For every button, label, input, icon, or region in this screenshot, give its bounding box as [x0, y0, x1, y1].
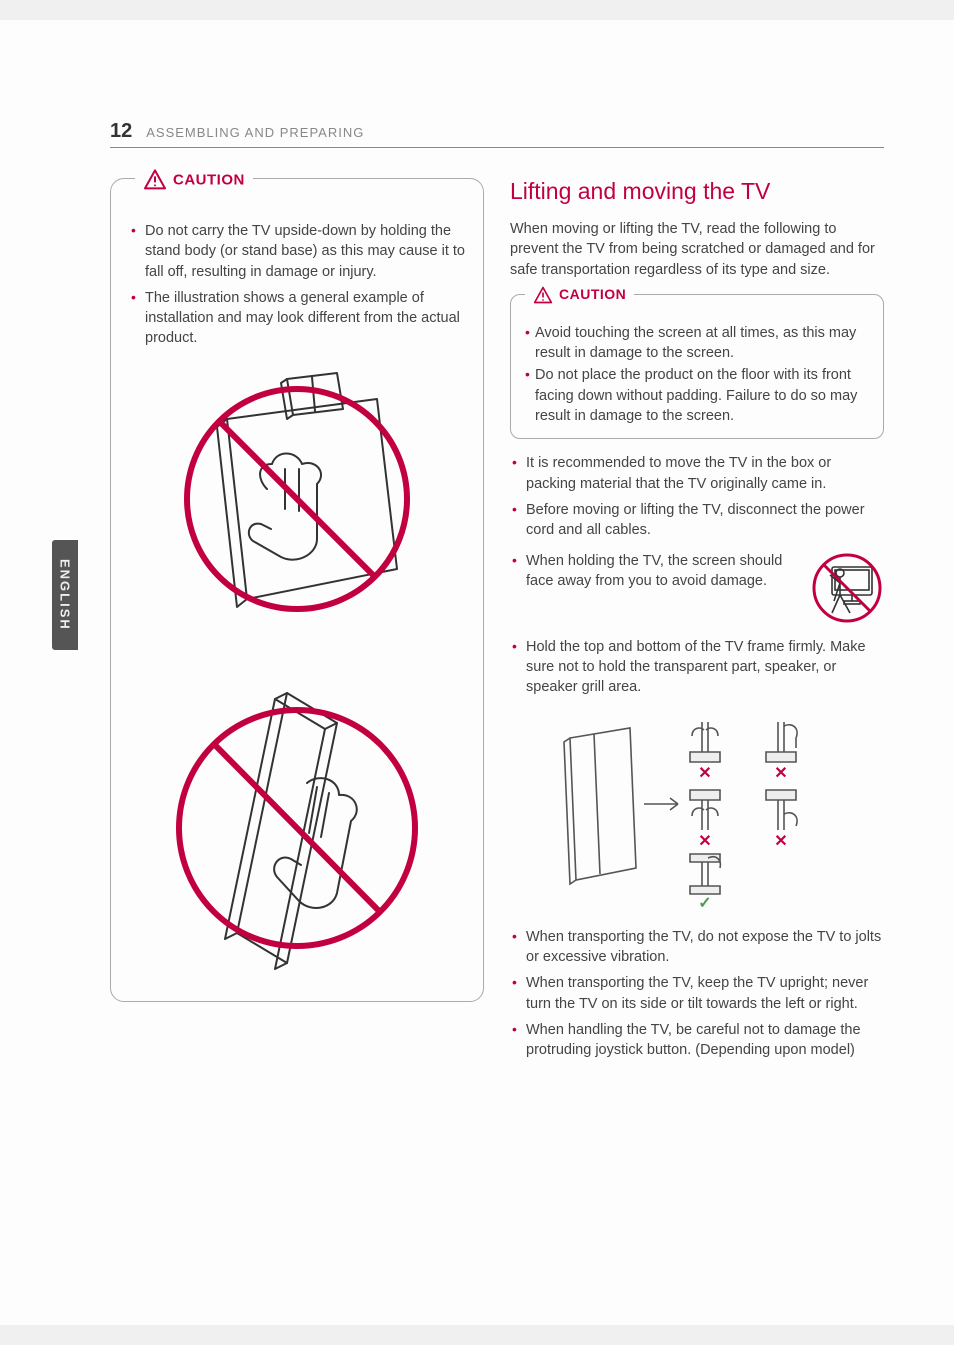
caution-box-right: CAUTION Avoid touching the screen at all…: [510, 294, 884, 439]
bullets-group-b: When transporting the TV, do not expose …: [510, 927, 884, 1061]
bullet-item: Hold the top and bottom of the TV frame …: [510, 637, 884, 698]
bullets-frame: Hold the top and bottom of the TV frame …: [510, 637, 884, 698]
left-column: CAUTION Do not carry the TV upside-down …: [110, 178, 484, 1067]
page-header: 12 ASSEMBLING AND PREPARING: [110, 120, 884, 148]
caution-bullets-right: Avoid touching the screen at all times, …: [523, 323, 871, 426]
content-columns: CAUTION Do not carry the TV upside-down …: [110, 178, 884, 1067]
heading-lifting: Lifting and moving the TV: [510, 178, 884, 205]
warning-triangle-icon: [143, 167, 167, 191]
bullet-item: When holding the TV, the screen should f…: [510, 551, 884, 631]
right-column: Lifting and moving the TV When moving or…: [510, 178, 884, 1067]
prohibit-diagram-1: [167, 369, 427, 659]
language-tab: ENGLISH: [52, 540, 78, 650]
bullet-item: When transporting the TV, do not expose …: [510, 927, 884, 968]
svg-text:✓: ✓: [698, 895, 711, 908]
bullet-item: It is recommended to move the TV in the …: [510, 453, 884, 494]
caution-text: CAUTION: [559, 285, 626, 305]
caution-text: CAUTION: [173, 169, 245, 190]
bullet-item: Do not carry the TV upside-down by holdi…: [129, 221, 465, 282]
manual-page: 12 ASSEMBLING AND PREPARING ENGLISH CAUT…: [0, 20, 954, 1325]
svg-text:✕: ✕: [698, 833, 711, 850]
warning-triangle-icon: [533, 285, 553, 305]
bullet-item: Before moving or lifting the TV, disconn…: [510, 500, 884, 541]
caution-label: CAUTION: [525, 285, 634, 305]
bullet-item: When transporting the TV, keep the TV up…: [510, 973, 884, 1014]
bullet-item: The illustration shows a general example…: [129, 288, 465, 349]
prohibit-diagrams: [129, 369, 465, 983]
prohibit-diagram-2: [167, 673, 427, 983]
bullet-item: Do not place the product on the floor wi…: [523, 365, 871, 426]
svg-text:✕: ✕: [774, 833, 787, 850]
bullet-item: When handling the TV, be careful not to …: [510, 1020, 884, 1061]
svg-text:✕: ✕: [698, 765, 711, 782]
caution-label: CAUTION: [135, 167, 253, 191]
bullets-hold: When holding the TV, the screen should f…: [510, 551, 884, 631]
hold-tv-thumb: [810, 551, 884, 631]
intro-text: When moving or lifting the TV, read the …: [510, 219, 884, 280]
caution-bullets-left: Do not carry the TV upside-down by holdi…: [129, 221, 465, 349]
page-number: 12: [110, 120, 132, 143]
bullet-text: When holding the TV, the screen should f…: [526, 551, 800, 592]
svg-text:✕: ✕: [774, 765, 787, 782]
grip-figure: ✕ ✕: [540, 708, 884, 913]
caution-box-left: CAUTION Do not carry the TV upside-down …: [110, 178, 484, 1002]
bullet-item: Avoid touching the screen at all times, …: [523, 323, 871, 364]
section-title: ASSEMBLING AND PREPARING: [146, 125, 364, 140]
bullets-group-a: It is recommended to move the TV in the …: [510, 453, 884, 540]
